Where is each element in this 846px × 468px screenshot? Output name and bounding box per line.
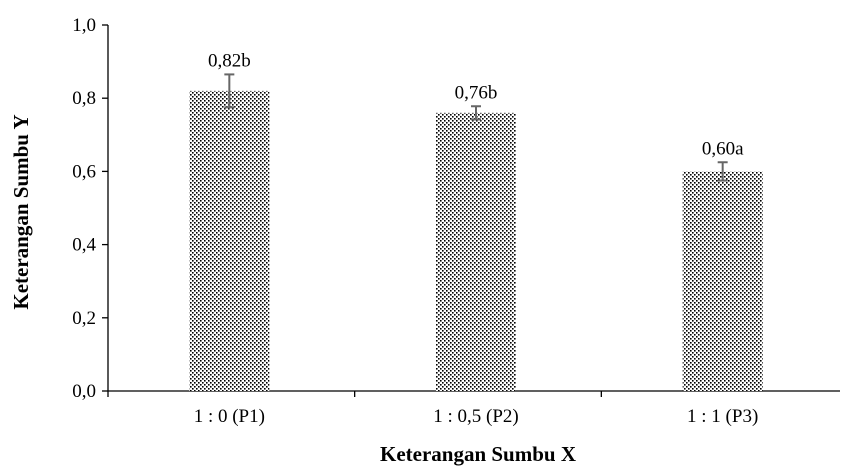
error-bars [224,73,728,182]
y-tick-label: 0,8 [72,88,96,109]
labels: 0,82b 1 : 0 (P1) 0,76b 1 : 0,5 (P2) 0,60a 1 :… [194,50,759,427]
bar [189,90,270,391]
y-tick-label: 0,2 [72,308,96,329]
y-tick-label: 0,0 [72,381,96,402]
y-tick-label: 0,4 [72,235,96,256]
x-tick-label: 1 : 0,5 (P2) [433,406,519,427]
data-label: 0,60a [702,138,744,159]
x-tick-label: 1 : 1 (P3) [687,406,758,427]
x-axis-title: Keterangan Sumbu X [380,442,576,466]
data-label: 0,82b [208,50,251,71]
y-tick-label: 0,6 [72,161,96,182]
bar [436,112,516,391]
bar [682,171,763,391]
y-tick-label: 1,0 [72,15,96,36]
y-axis-title: Keterangan Sumbu Y [9,114,33,309]
x-tick-label: 1 : 0 (P1) [194,406,265,427]
data-label: 0,76b [455,82,498,103]
bars [189,90,763,391]
